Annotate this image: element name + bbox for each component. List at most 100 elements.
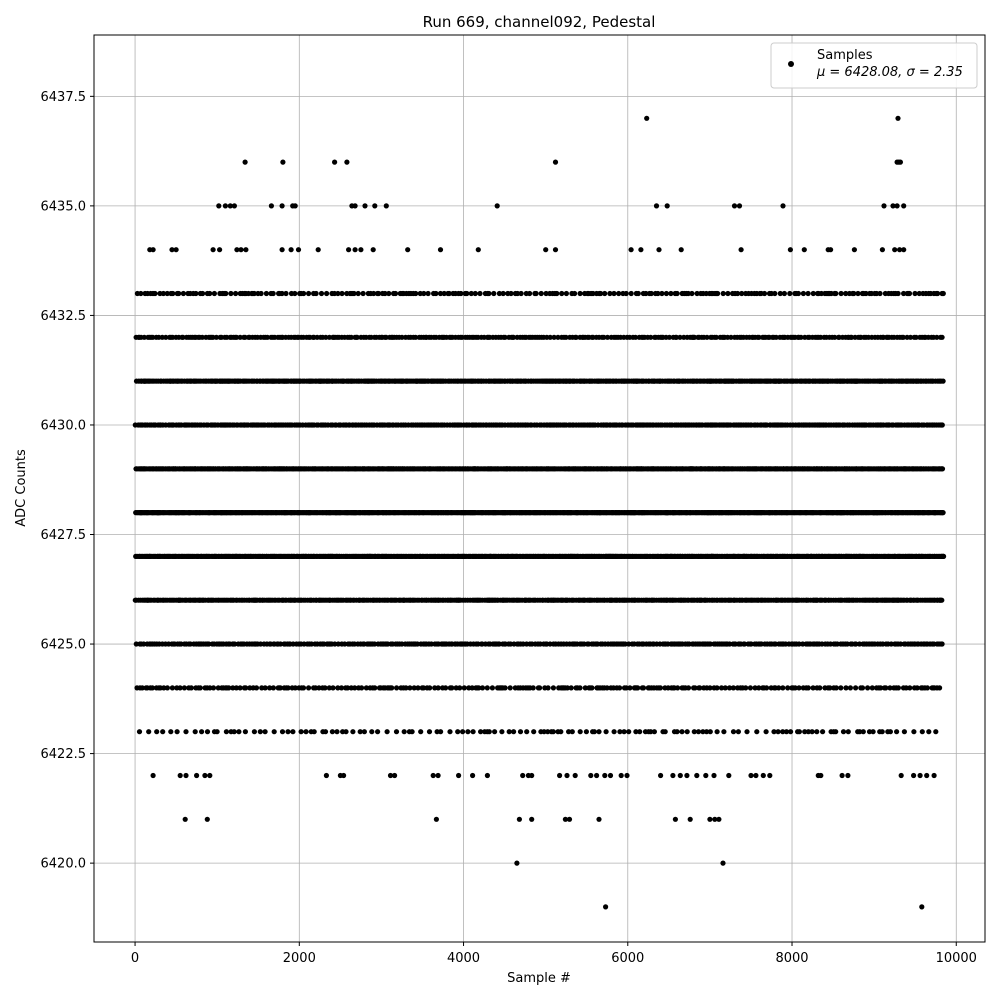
sample-point — [584, 729, 589, 734]
sample-point — [841, 729, 846, 734]
sample-point — [814, 729, 819, 734]
sample-point — [306, 685, 311, 690]
sample-point — [290, 729, 295, 734]
sample-point — [485, 685, 490, 690]
sample-point — [359, 685, 364, 690]
sample-point — [258, 729, 263, 734]
sample-point — [788, 729, 793, 734]
sample-point — [626, 729, 631, 734]
sample-point — [663, 729, 668, 734]
sample-point — [211, 685, 216, 690]
sample-point — [198, 685, 203, 690]
sample-point — [457, 685, 462, 690]
sample-point — [531, 685, 536, 690]
sample-point — [455, 729, 460, 734]
sample-point — [764, 685, 769, 690]
sample-point — [175, 729, 180, 734]
sample-point — [443, 685, 448, 690]
sample-point — [343, 729, 348, 734]
sample-point — [385, 729, 390, 734]
sample-point — [480, 685, 485, 690]
sample-point — [894, 729, 899, 734]
sample-point — [460, 729, 465, 734]
sample-point — [748, 685, 753, 690]
sample-point — [487, 729, 492, 734]
sample-point — [888, 729, 893, 734]
sample-point — [853, 685, 858, 690]
sample-point — [330, 729, 335, 734]
sample-point — [780, 685, 785, 690]
sample-point — [797, 729, 802, 734]
sample-point — [551, 729, 556, 734]
sample-point — [537, 685, 542, 690]
sample-point — [714, 685, 719, 690]
sample-point — [925, 685, 930, 690]
sample-point — [820, 729, 825, 734]
sample-point — [838, 685, 843, 690]
sample-point — [299, 729, 304, 734]
sample-point — [160, 729, 165, 734]
sample-point — [362, 729, 367, 734]
sample-point — [438, 729, 443, 734]
sample-point — [394, 729, 399, 734]
sample-point — [744, 729, 749, 734]
sample-point — [154, 729, 159, 734]
sample-point — [236, 729, 241, 734]
sample-point — [205, 729, 210, 734]
sample-point — [743, 685, 748, 690]
sample-point — [330, 685, 335, 690]
sample-point — [721, 729, 726, 734]
sample-point — [708, 729, 713, 734]
sample-point — [911, 729, 916, 734]
sample-point — [871, 729, 876, 734]
sample-point — [896, 685, 901, 690]
sample-point — [764, 729, 769, 734]
sample-point — [427, 729, 432, 734]
sample-point — [806, 685, 811, 690]
sample-point — [232, 729, 237, 734]
sample-point — [577, 685, 582, 690]
sample-point — [427, 685, 432, 690]
sample-point — [303, 729, 308, 734]
sample-point — [471, 729, 476, 734]
sample-point — [776, 729, 781, 734]
sample-point — [168, 729, 173, 734]
sample-point — [940, 422, 945, 427]
sample-point — [518, 729, 523, 734]
sample-point — [848, 685, 853, 690]
sample-point — [578, 729, 583, 734]
sample-point — [937, 685, 942, 690]
sample-point — [592, 729, 597, 734]
sample-point — [617, 685, 622, 690]
sample-point — [263, 729, 268, 734]
sample-point — [511, 729, 516, 734]
sample-point — [731, 729, 736, 734]
sample-point — [635, 685, 640, 690]
sample-point — [941, 379, 946, 384]
sample-point — [558, 729, 563, 734]
sample-point — [389, 685, 394, 690]
sample-point — [189, 685, 194, 690]
sample-point — [627, 685, 632, 690]
sample-point — [418, 729, 423, 734]
sample-point — [312, 729, 317, 734]
sample-point — [183, 729, 188, 734]
sample-point — [754, 729, 759, 734]
sample-point — [215, 729, 220, 734]
sample-point — [604, 729, 609, 734]
sample-point — [569, 685, 574, 690]
sample-point — [834, 685, 839, 690]
sample-point — [926, 729, 931, 734]
sample-point — [920, 729, 925, 734]
sample-point — [736, 729, 741, 734]
sample-point — [652, 729, 657, 734]
sample-point — [402, 729, 407, 734]
sample-point — [940, 641, 945, 646]
sample-point — [490, 685, 495, 690]
sample-point — [193, 729, 198, 734]
sample-point — [570, 729, 575, 734]
sample-point — [865, 685, 870, 690]
sample-point — [817, 685, 822, 690]
